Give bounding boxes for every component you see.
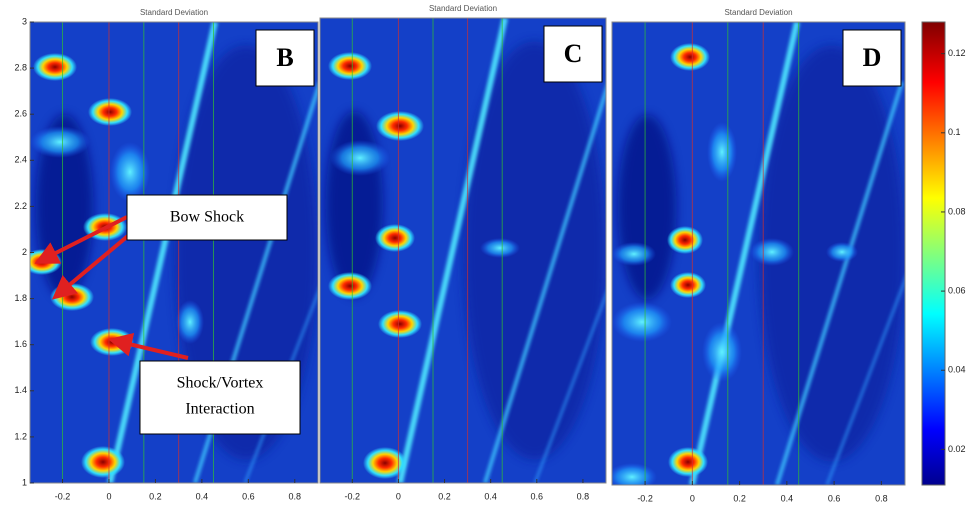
annotations: Bow Shock Shock/Vortex Interaction — [34, 194, 301, 435]
arrow — [108, 332, 189, 360]
x-tick-label: -0.2 — [55, 491, 71, 501]
arrow — [34, 215, 128, 264]
colorbar-tick-label: 0.12 — [948, 48, 966, 58]
panel-title: Standard Deviation — [724, 8, 792, 17]
y-tick-label: 1.6 — [14, 339, 27, 349]
plot-frame — [319, 17, 607, 484]
blob — [376, 111, 424, 141]
x-tick-label: 0 — [396, 491, 401, 501]
blob — [612, 302, 672, 342]
heatmap — [612, 22, 905, 485]
y-tick-label: 1.4 — [14, 385, 27, 395]
x-tick-label: 0.2 — [438, 491, 451, 501]
shock-line — [825, 276, 905, 485]
heatmap — [320, 18, 606, 483]
blob — [30, 126, 90, 158]
blob — [328, 272, 372, 300]
y-tick-label: 1.2 — [14, 431, 27, 441]
x-tick-label: 0 — [106, 491, 111, 501]
blob — [750, 238, 794, 266]
x-tick-label: 0.6 — [828, 493, 841, 503]
annotation: Shock/Vortex — [177, 375, 264, 392]
x-tick-label: 0 — [690, 493, 695, 503]
blob — [668, 447, 708, 477]
colorbar — [921, 21, 946, 486]
x-tick-label: 0.8 — [875, 493, 888, 503]
heatmap — [30, 22, 318, 483]
panel-label-box — [842, 29, 902, 87]
y-tick-label: 2.2 — [14, 201, 27, 211]
blob — [670, 43, 710, 71]
annotation-box — [139, 360, 301, 435]
y-tick-label: 2.8 — [14, 62, 27, 72]
panel: Standard Deviation -0.2 0 0.2 0.4 0.6 0.8 C — [319, 4, 607, 501]
blob — [826, 242, 858, 262]
blob — [702, 322, 742, 382]
plot-frame — [611, 21, 906, 486]
x-tick-label: 0.8 — [577, 491, 590, 501]
y-tick-label: 1 — [22, 477, 27, 487]
panel-label: C — [564, 39, 583, 68]
x-tick-label: 0.6 — [242, 491, 255, 501]
x-tick-label: 0.4 — [196, 491, 209, 501]
blob — [176, 300, 204, 344]
blob — [328, 52, 372, 80]
dark-region — [463, 41, 606, 460]
blob — [110, 142, 150, 202]
panel-label: D — [863, 43, 882, 72]
dark-region — [617, 114, 677, 300]
panel-title: Standard Deviation — [429, 4, 497, 13]
panel-label: B — [276, 43, 293, 72]
colorbar-tick-label: 0.1 — [948, 127, 961, 137]
x-tick-label: 0.4 — [781, 493, 794, 503]
x-tick-label: 0.6 — [531, 491, 544, 501]
blob — [480, 238, 520, 258]
shock-line — [397, 18, 508, 483]
panel: Standard Deviation -0.2 0 0.2 0.4 0.6 0.8 1 1.2 1… — [14, 8, 319, 501]
blob — [612, 242, 656, 266]
x-tick-label: 0.4 — [484, 491, 497, 501]
dark-region — [325, 111, 383, 297]
shock-line — [689, 22, 800, 485]
blob — [81, 446, 125, 478]
blob — [378, 310, 422, 338]
y-tick-label: 2.4 — [14, 155, 27, 165]
x-tick-label: 0.2 — [733, 493, 746, 503]
arrow — [51, 228, 137, 300]
blob — [330, 140, 390, 176]
shock-line — [483, 84, 606, 483]
blob — [88, 98, 132, 126]
panel-label-box — [543, 25, 603, 83]
blob — [707, 122, 737, 182]
panel-label-box — [255, 29, 315, 87]
blob — [375, 224, 415, 252]
shock-line — [775, 81, 904, 485]
colorbar-tick-label: 0.06 — [948, 285, 966, 295]
dark-region — [174, 45, 318, 460]
shock-line — [107, 22, 218, 483]
blob — [33, 53, 77, 81]
blob — [363, 447, 407, 479]
colorbar-tick-label: 0.04 — [948, 365, 966, 375]
y-tick-label: 3 — [22, 16, 27, 26]
annotation: Interaction — [185, 401, 254, 418]
panel: Standard Deviation -0.2 0 0.2 0.4 0.6 0.8 D 0.02… — [611, 8, 966, 503]
x-tick-label: -0.2 — [637, 493, 653, 503]
x-tick-label: -0.2 — [345, 491, 361, 501]
panel-title: Standard Deviation — [140, 8, 208, 17]
colorbar-tick-label: 0.08 — [948, 206, 966, 216]
y-tick-label: 2 — [22, 247, 27, 257]
blob — [667, 226, 703, 254]
x-tick-label: 0.2 — [149, 491, 162, 501]
colorbar-tick-label: 0.02 — [948, 444, 966, 454]
blob — [670, 272, 706, 298]
y-tick-label: 1.8 — [14, 293, 27, 303]
x-tick-label: 0.8 — [289, 491, 302, 501]
annotation: Bow Shock — [170, 209, 244, 226]
y-tick-label: 2.6 — [14, 109, 27, 119]
panels: Standard Deviation -0.2 0 0.2 0.4 0.6 0.8 1 1.2 1… — [14, 4, 965, 503]
blob — [612, 463, 657, 485]
annotation-box — [126, 194, 288, 241]
